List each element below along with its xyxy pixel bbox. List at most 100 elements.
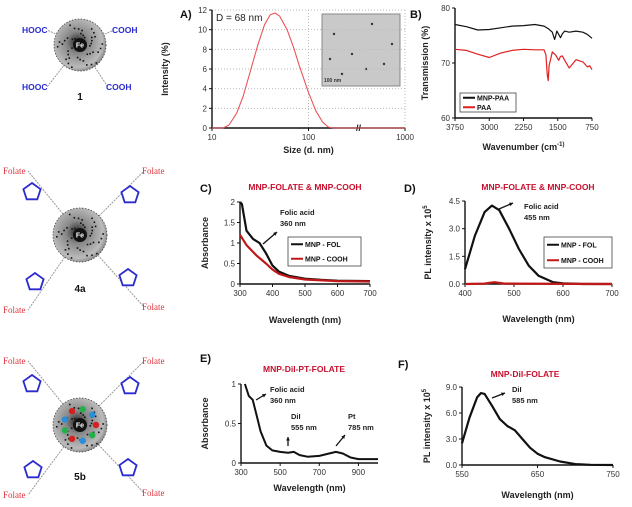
y-tick-label: 70 (441, 59, 450, 68)
polymer-dot (56, 45, 59, 48)
annotation-text: 785 nm (348, 423, 374, 432)
x-tick-label: 1500 (549, 123, 567, 132)
polymer-dot (80, 222, 82, 224)
y-tick-label: 0.0 (449, 280, 461, 289)
y-tick-label: 4 (203, 85, 208, 94)
polymer-dot (64, 249, 67, 251)
polymer-dot (71, 66, 73, 68)
polymer-dot (82, 414, 85, 416)
polymer-dot (92, 51, 94, 54)
y-tick-label: 1 (231, 239, 236, 248)
chart-a: 100 nm 10 100 1000 0 2 4 6 8 10 12 A) Size (d. nm) In… (160, 6, 414, 155)
y-axis-label: Absorbance (200, 217, 210, 269)
y-tick-label: 0.5 (224, 260, 236, 269)
core-label: Fe (76, 233, 84, 240)
polymer-dot (94, 225, 97, 228)
x-tick-label: 500 (273, 468, 287, 477)
polymer-dot (91, 407, 93, 410)
panel-label: A) (180, 9, 192, 21)
polymer-dot (76, 56, 79, 59)
y-tick-label: 8 (203, 45, 208, 54)
x-axis-label: Size (d. nm) (283, 145, 334, 155)
polymer-dot (77, 407, 80, 410)
y-axis-label: PL intensity x 105 (423, 205, 433, 280)
polymer-dot (86, 433, 89, 436)
arrowhead-icon (273, 232, 277, 236)
triazole-ring-icon (22, 181, 42, 201)
polymer-dot (66, 434, 69, 436)
annotation-text: Pt (348, 412, 356, 421)
folate-label: Folate (142, 166, 165, 176)
x-axis-label: Wavelength (nm) (501, 490, 573, 500)
polymer-dot (55, 235, 58, 238)
polymer-dot (82, 224, 85, 226)
panel-label: C) (200, 183, 212, 195)
folate-label: Folate (142, 488, 165, 498)
y-axis-label: PL intensity x 105 (422, 388, 432, 463)
polymer-dot (68, 247, 70, 250)
legend-box (287, 236, 362, 267)
x-axis-label: Wavenumber (cm-1) (482, 142, 564, 152)
polymer-dot (97, 51, 99, 53)
annotation-text: DiI (512, 385, 522, 394)
carboxyl-label: COOH (112, 25, 138, 35)
polymer-dot (96, 442, 98, 445)
payload-dot (79, 437, 86, 444)
triazole-ring-icon (25, 271, 45, 291)
legend-entry: MNP - FOL (561, 242, 597, 249)
annotation-text: 455 nm (524, 213, 550, 222)
polymer-dot (76, 437, 79, 439)
polymer-dot (92, 241, 95, 244)
polymer-dot (68, 213, 71, 216)
y-axis-label: Absorbance (200, 397, 210, 449)
y-tick-label: 4.5 (449, 197, 461, 206)
folate-label: Folate (3, 166, 26, 176)
y-tick-label: 9.0 (446, 383, 458, 392)
arrowhead-icon (501, 392, 505, 397)
compound-label: 4a (74, 284, 86, 295)
x-tick-label: 900 (352, 468, 366, 477)
x-tick-label: 400 (266, 289, 280, 298)
polymer-dot (57, 421, 60, 423)
core-label: Fe (76, 423, 84, 430)
series-line-mnp-cooh (464, 281, 613, 286)
polymer-dot (91, 217, 93, 220)
x-tick-label: 300 (233, 289, 247, 298)
series-line (243, 383, 378, 461)
chart-f: 550 650 750 0.0 3.0 6.0 9.0 F) MNP-DiI-FOLATE Wav… (398, 359, 620, 500)
y-tick-label: 80 (441, 4, 450, 13)
compound-label: 5b (74, 472, 86, 483)
compound-label: 1 (77, 92, 83, 103)
polymer-dot (84, 416, 86, 419)
annotation-text: D = 68 nm (216, 13, 262, 24)
tem-particle (332, 32, 336, 36)
series-line-paa (454, 48, 593, 82)
carboxyl-label: HOOC (22, 25, 48, 35)
y-tick-label: 3.0 (446, 435, 458, 444)
polymer-dot (82, 34, 84, 37)
iron-core (73, 38, 87, 52)
polymer-dot (82, 60, 85, 62)
x-tick-label: 400 (458, 289, 472, 298)
polymer-dot (89, 235, 92, 237)
polymer-dot (70, 447, 73, 449)
polymer-dot (68, 57, 71, 59)
y-axis-label: Intensity (%) (160, 42, 170, 96)
polymer-dot (73, 406, 76, 409)
polymer-dot (66, 37, 69, 39)
x-tick-label: 700 (313, 468, 327, 477)
polymer-dot (91, 419, 94, 422)
polymer-dot (79, 58, 81, 61)
x-axis-label: Wavelength (nm) (273, 483, 345, 493)
folate-label: Folate (3, 356, 26, 366)
x-tick-label: 700 (363, 289, 377, 298)
polymer-dot (67, 443, 69, 445)
payload-dot (61, 427, 69, 434)
triazole-ring-icon (118, 457, 138, 477)
polymer-dot (100, 427, 103, 430)
x-tick-label: 10 (208, 133, 217, 142)
polymer-dot (85, 64, 88, 66)
polymer-dot (67, 50, 69, 52)
polymer-dot (91, 39, 93, 42)
